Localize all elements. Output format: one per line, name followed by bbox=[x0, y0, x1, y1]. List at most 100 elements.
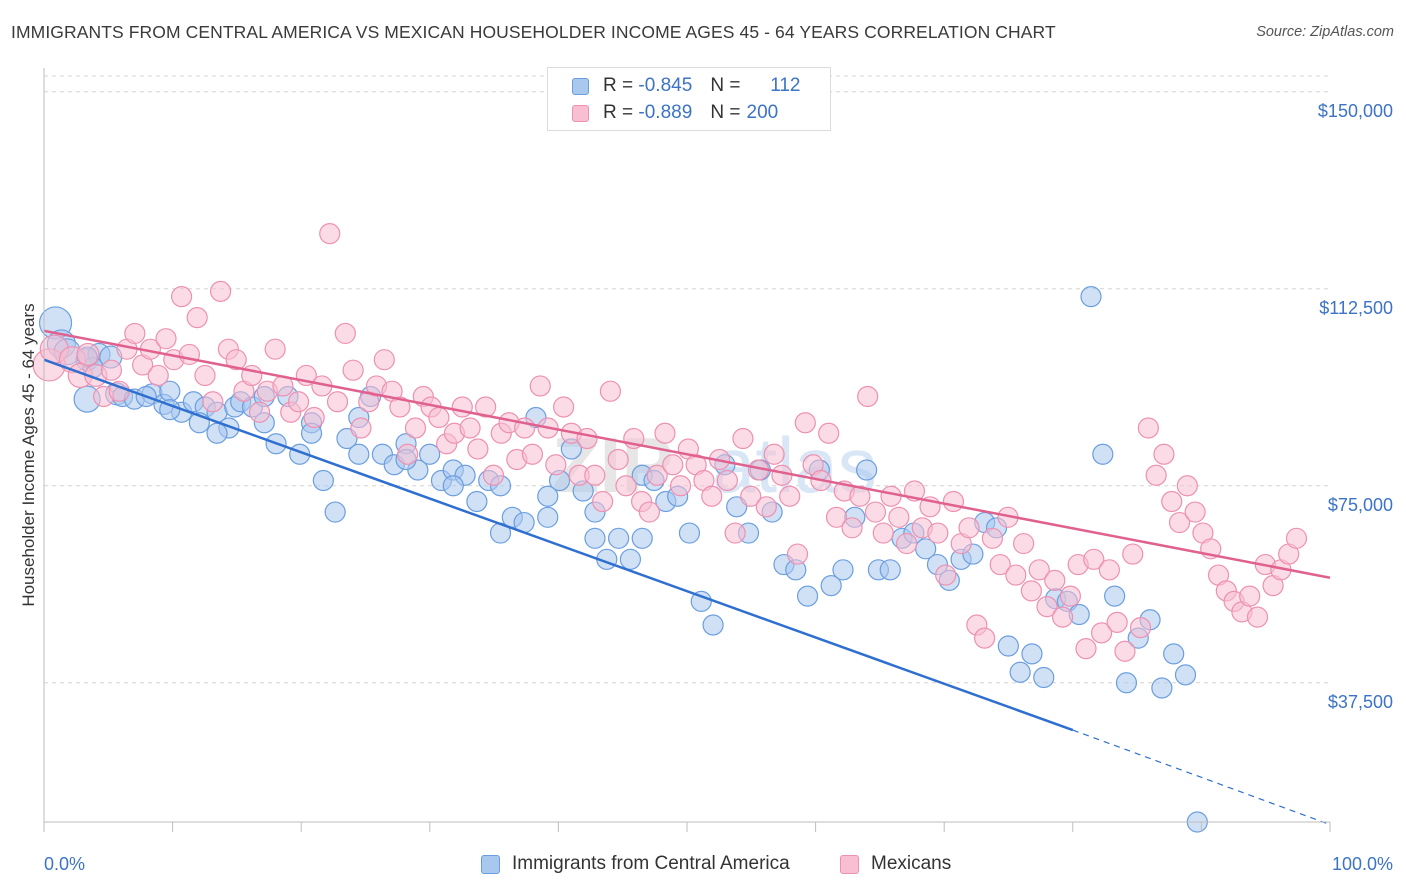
legend-row-mexicans: R = -0.889 N = 200 bbox=[572, 100, 807, 126]
data-point-mexicans bbox=[194, 364, 216, 387]
data-point-mexicans bbox=[155, 328, 177, 350]
data-point-mexicans bbox=[303, 406, 325, 429]
legend-swatch-pink bbox=[572, 104, 589, 122]
data-point-mexicans bbox=[592, 490, 614, 513]
data-point-mexicans bbox=[451, 396, 473, 418]
data-point-central-america bbox=[1151, 677, 1173, 699]
data-point-mexicans bbox=[1114, 640, 1136, 662]
data-point-mexicans bbox=[1153, 443, 1175, 465]
data-point-mexicans bbox=[475, 396, 497, 418]
bottom-legend-label: Immigrants from Central America bbox=[512, 853, 790, 874]
data-point-mexicans bbox=[209, 280, 232, 302]
data-point-mexicans bbox=[225, 349, 247, 371]
x-tick-label: 0.0% bbox=[44, 854, 85, 874]
data-point-mexicans bbox=[888, 506, 910, 528]
data-point-mexicans bbox=[1098, 559, 1120, 581]
data-point-mexicans bbox=[342, 359, 364, 381]
data-point-mexicans bbox=[545, 454, 567, 476]
data-point-central-america bbox=[537, 485, 559, 507]
data-point-central-america bbox=[1092, 443, 1114, 465]
data-point-central-america bbox=[206, 422, 228, 444]
data-point-mexicans bbox=[662, 454, 684, 476]
bottom-legend-swatch-blue bbox=[481, 854, 500, 874]
data-point-mexicans bbox=[1083, 548, 1105, 570]
data-point-mexicans bbox=[818, 422, 840, 444]
data-point-mexicans bbox=[1005, 564, 1027, 586]
legend-r-label: R = bbox=[603, 75, 634, 96]
data-point-central-america bbox=[1115, 672, 1138, 694]
legend-r-value: -0.845 bbox=[638, 75, 693, 96]
legend-r-label: R = bbox=[603, 102, 634, 123]
data-point-mexicans bbox=[771, 464, 793, 486]
data-point-mexicans bbox=[1106, 611, 1128, 633]
bottom-legend-mexicans: Mexicans bbox=[840, 852, 951, 876]
data-point-mexicans bbox=[428, 406, 450, 429]
data-point-central-america bbox=[442, 475, 464, 497]
data-point-mexicans bbox=[287, 391, 310, 413]
data-point-central-america bbox=[419, 443, 441, 465]
data-point-central-america bbox=[820, 574, 842, 597]
data-point-mexicans bbox=[1013, 532, 1035, 555]
bottom-legend-swatch-pink bbox=[840, 854, 859, 874]
data-point-mexicans bbox=[389, 396, 411, 418]
data-point-mexicans bbox=[1075, 638, 1097, 660]
y-tick-label: $150,000 bbox=[1318, 101, 1393, 121]
source-credit: Source: ZipAtlas.com bbox=[1256, 24, 1394, 40]
data-point-mexicans bbox=[942, 490, 965, 513]
data-point-mexicans bbox=[584, 464, 606, 486]
data-point-central-america bbox=[879, 559, 901, 581]
data-point-mexicans bbox=[1176, 475, 1198, 497]
data-point-mexicans bbox=[786, 543, 809, 565]
data-point-mexicans bbox=[896, 532, 918, 555]
data-point-mexicans bbox=[1020, 580, 1043, 602]
data-point-mexicans bbox=[654, 422, 676, 444]
data-point-mexicans bbox=[482, 464, 505, 486]
data-point-mexicans bbox=[669, 475, 692, 497]
data-point-central-america bbox=[619, 548, 642, 570]
data-point-central-america bbox=[796, 585, 819, 607]
data-point-mexicans bbox=[872, 522, 894, 544]
axes bbox=[43, 68, 1331, 832]
data-point-mexicans bbox=[857, 385, 879, 408]
trend-line-central-america bbox=[43, 358, 1074, 732]
y-tick-label: $75,000 bbox=[1328, 495, 1393, 515]
data-point-central-america bbox=[631, 527, 653, 549]
data-point-mexicans bbox=[646, 464, 668, 486]
data-point-mexicans bbox=[1137, 417, 1159, 439]
data-point-central-america bbox=[348, 443, 370, 465]
data-point-mexicans bbox=[724, 522, 746, 544]
data-point-mexicans bbox=[1051, 606, 1074, 628]
data-point-mexicans bbox=[1129, 617, 1152, 639]
data-point-central-america bbox=[1021, 643, 1043, 665]
y-tick-label: $37,500 bbox=[1328, 692, 1393, 712]
data-point-central-america bbox=[584, 527, 606, 549]
legend-n-label: N = bbox=[710, 75, 741, 96]
data-point-mexicans bbox=[76, 342, 100, 367]
data-point-central-america bbox=[1009, 661, 1031, 683]
data-point-mexicans bbox=[467, 438, 489, 460]
data-point-central-america bbox=[690, 590, 712, 612]
axis-labels: $37,500 $75,000 $112,500 $150,000 0.0% 100.0%… bbox=[19, 101, 1393, 874]
data-point-mexicans bbox=[397, 443, 419, 465]
data-point-central-america bbox=[466, 490, 488, 513]
data-point-mexicans bbox=[1044, 569, 1066, 591]
bottom-legend-central-america: Immigrants from Central America bbox=[481, 852, 790, 876]
data-point-mexicans bbox=[638, 501, 660, 523]
data-point-mexicans bbox=[1285, 527, 1308, 549]
legend: R = -0.845 N = 112 R = -0.889 N = 200 bbox=[547, 67, 831, 131]
data-point-central-america bbox=[1163, 643, 1185, 665]
data-point-mexicans bbox=[319, 223, 341, 245]
data-point-central-america bbox=[537, 506, 559, 528]
data-point-mexicans bbox=[100, 359, 123, 381]
data-point-mexicans bbox=[615, 475, 637, 497]
data-point-mexicans bbox=[701, 485, 723, 507]
data-point-central-america bbox=[1080, 286, 1102, 308]
data-point-mexicans bbox=[927, 522, 949, 544]
data-point-mexicans bbox=[459, 417, 481, 439]
data-point-mexicans bbox=[880, 485, 902, 507]
data-point-mexicans bbox=[1059, 585, 1081, 607]
data-point-mexicans bbox=[553, 396, 575, 418]
data-point-mexicans bbox=[1239, 585, 1261, 607]
data-point-central-america bbox=[997, 635, 1019, 657]
